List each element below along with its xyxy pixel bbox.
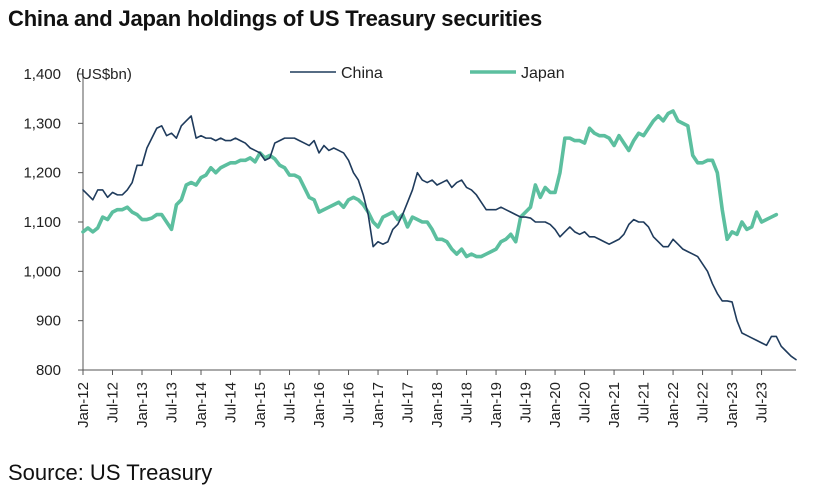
source-note: Source: US Treasury	[8, 460, 213, 485]
series-line-china	[82, 115, 797, 361]
x-tick-label: Jan-15	[252, 382, 269, 428]
x-tick-label: Jan-21	[606, 382, 623, 428]
y-tick-label: 900	[36, 313, 61, 330]
x-axis: Jan-12 Jul-12 Jan-13 Jul-13 Jan-14 Jul-14 Jan-…	[75, 369, 796, 428]
y-unit-label: (US$bn)	[76, 66, 132, 83]
chart-title: China and Japan holdings of US Treasury …	[8, 6, 543, 31]
y-tick-label: 800	[36, 362, 61, 379]
x-tick-label: Jan-19	[488, 382, 505, 428]
legend-label-china: China	[341, 65, 383, 82]
x-tick-label: Jul-15	[282, 382, 299, 423]
x-tick-label: Jan-18	[429, 382, 446, 428]
x-tick-label: Jan-23	[724, 382, 741, 428]
x-tick-label: Jul-23	[754, 382, 771, 423]
x-tick-label: Jul-18	[459, 382, 476, 423]
x-tick-label: Jan-13	[134, 382, 151, 428]
x-tick-label: Jul-16	[341, 382, 358, 423]
x-tick-label: Jan-20	[547, 382, 564, 428]
y-tick-label: 1,300	[23, 115, 61, 132]
legend-label-japan: Japan	[521, 65, 565, 82]
series-lines	[81, 109, 797, 361]
x-tick-label: Jul-14	[223, 382, 240, 423]
x-tick-label: Jan-14	[193, 382, 210, 428]
legend: China Japan	[290, 65, 565, 82]
x-tick-label: Jan-12	[75, 382, 92, 428]
x-tick-label: Jan-17	[370, 382, 387, 428]
x-tick-label: Jan-16	[311, 382, 328, 428]
y-tick-label: 1,000	[23, 263, 61, 280]
series-line-japan	[81, 109, 779, 259]
x-tick-label: Jul-12	[105, 382, 122, 423]
x-tick-label: Jan-22	[665, 382, 682, 428]
y-tick-label: 1,100	[23, 214, 61, 231]
y-tick-label: 1,400	[23, 66, 61, 83]
x-tick-label: Jul-13	[164, 382, 181, 423]
x-tick-label: Jul-22	[695, 382, 712, 423]
x-tick-label: Jul-19	[518, 382, 535, 423]
y-axis: 800 900 1,000 1,100 1,200 1,300 1,400 (US$bn)	[23, 66, 131, 379]
x-tick-label: Jul-17	[400, 382, 417, 423]
x-tick-label: Jul-21	[636, 382, 653, 423]
y-tick-label: 1,200	[23, 165, 61, 182]
x-tick-label: Jul-20	[577, 382, 594, 423]
